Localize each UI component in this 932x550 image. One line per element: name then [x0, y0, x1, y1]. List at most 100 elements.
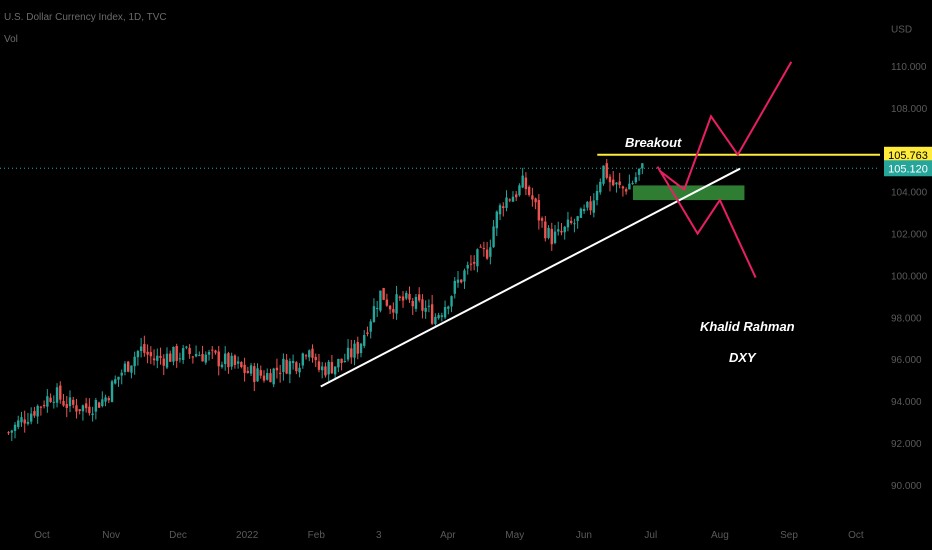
candle-body	[385, 299, 389, 306]
candle-body	[631, 183, 634, 185]
candle-body	[136, 351, 140, 358]
candle-body	[634, 177, 638, 183]
candle-body	[508, 199, 511, 201]
candle-body	[557, 229, 560, 232]
candle-body	[259, 370, 262, 376]
candle-body	[482, 248, 486, 250]
candle-body	[589, 201, 592, 211]
candle-body	[485, 249, 489, 259]
candle-body	[223, 353, 227, 365]
candle-body	[314, 356, 317, 361]
y-tick-label: 96.000	[891, 355, 922, 366]
candle-body	[418, 294, 421, 301]
candle-body	[537, 200, 541, 221]
candle-body	[392, 309, 395, 313]
candle-body	[540, 218, 544, 221]
projection-up-path	[659, 61, 793, 192]
candle-body	[159, 355, 162, 358]
candle-body	[602, 165, 605, 184]
y-tick-label: 102.000	[891, 230, 928, 241]
candle-body	[447, 306, 450, 309]
x-tick-label: Jun	[576, 530, 592, 541]
candle-body	[146, 351, 149, 355]
candle-body	[256, 368, 259, 382]
candle-body	[340, 358, 343, 363]
candle-body	[204, 354, 207, 363]
candle-body	[430, 304, 434, 324]
candle-body	[576, 216, 579, 221]
candle-body	[33, 411, 36, 416]
candle-body	[456, 279, 460, 283]
axis-currency-label: USD	[891, 25, 912, 36]
candle-body	[333, 366, 337, 375]
candle-body	[437, 315, 440, 319]
candle-body	[388, 305, 392, 310]
candle-body	[114, 379, 117, 384]
candle-body	[405, 292, 408, 299]
candle-body	[343, 360, 347, 362]
candle-body	[72, 399, 75, 405]
y-tick-label: 108.000	[891, 104, 928, 115]
candle-body	[23, 419, 26, 424]
candle-body	[346, 347, 350, 360]
candle-body	[579, 208, 583, 218]
candle-body	[52, 401, 56, 403]
candle-body	[353, 343, 356, 358]
candle-body	[246, 370, 250, 373]
candle-body	[10, 430, 13, 433]
candle-body	[586, 201, 589, 208]
candle-body	[395, 294, 398, 314]
candle-body	[460, 279, 463, 283]
candle-body	[194, 353, 198, 357]
candle-body	[217, 351, 220, 367]
candle-body	[527, 186, 531, 195]
current-price-tag: 105.120	[888, 163, 928, 175]
resistance-price-tag: 105.763	[888, 150, 928, 162]
candle-body	[337, 358, 340, 368]
candle-body	[26, 421, 30, 424]
resistance-price-tag-bg	[884, 146, 932, 163]
candle-body	[308, 350, 311, 358]
candle-body	[165, 353, 169, 368]
support-trendline	[320, 167, 741, 388]
y-tick-label: 110.000	[891, 62, 927, 73]
candle-body	[68, 397, 72, 407]
x-tick-label: Aug	[711, 530, 729, 541]
candle-body	[320, 366, 324, 371]
candle-body	[185, 346, 188, 348]
candle-body	[149, 352, 153, 357]
candle-body	[498, 205, 502, 215]
candle-body	[110, 381, 114, 403]
volume-indicator-label[interactable]: Vol	[4, 34, 18, 45]
candle-body	[13, 424, 17, 432]
candle-body	[17, 420, 20, 427]
candle-body	[201, 353, 204, 362]
candle-body	[55, 387, 59, 403]
candle-body	[36, 405, 39, 417]
candle-body	[624, 189, 628, 192]
candle-body	[7, 432, 10, 434]
candle-body	[366, 332, 369, 334]
candle-body	[398, 296, 402, 298]
y-tick-label: 92.000	[891, 439, 922, 450]
candle-body	[317, 361, 321, 370]
axes-layer: USD 90.000 92.000 94.000 96.000 98.000 100.000…	[34, 25, 932, 541]
candle-body	[369, 321, 372, 332]
candle-body	[379, 290, 382, 311]
candle-body	[275, 367, 279, 371]
candle-body	[169, 353, 172, 362]
projection-down-path	[656, 166, 757, 279]
candle-body	[262, 375, 266, 381]
candle-body	[304, 355, 308, 357]
candle-body	[266, 373, 269, 380]
drawings-layer	[0, 61, 880, 388]
candle-body	[466, 265, 469, 269]
candle-body	[544, 221, 547, 239]
candle-body	[641, 163, 644, 169]
candle-body	[566, 219, 570, 228]
candle-body	[230, 355, 233, 367]
x-tick-label: Dec	[169, 530, 187, 541]
candle-body	[518, 185, 521, 196]
candle-body	[282, 358, 285, 373]
